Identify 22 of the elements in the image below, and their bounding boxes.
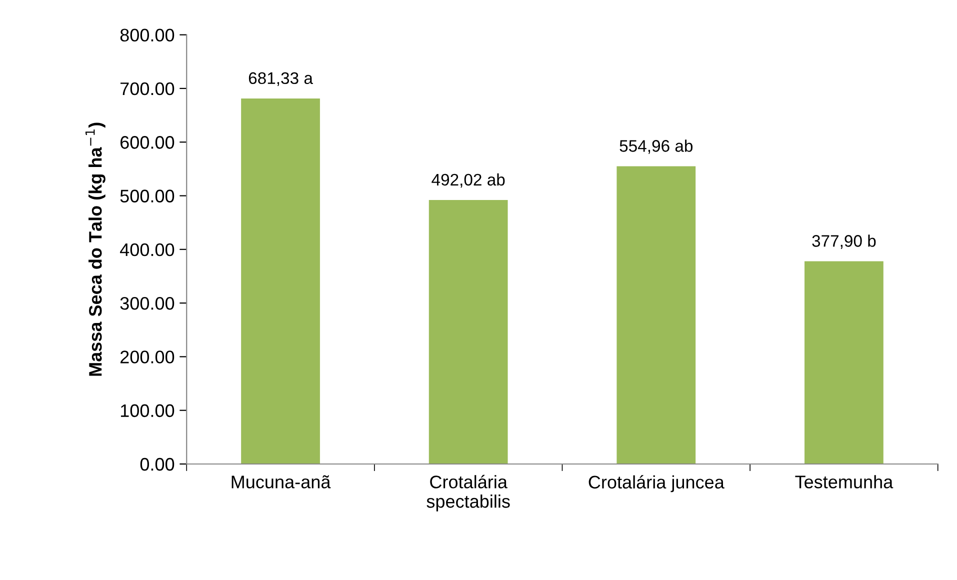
y-tick-label: 500.00 xyxy=(120,190,174,202)
y-tick-label: 600.00 xyxy=(120,136,174,149)
y-tick-label: 100.00 xyxy=(120,404,174,418)
data-label: 554,96 ab xyxy=(620,140,693,154)
bar xyxy=(428,200,508,464)
data-label: 681,33 a xyxy=(248,72,313,86)
y-tick-label: 800.00 xyxy=(120,28,174,42)
data-label: 492,02 ab xyxy=(432,173,505,188)
x-tick-label: Mucuna-anã xyxy=(232,475,331,488)
x-tick-label: Crotalária spectabilis xyxy=(426,474,510,512)
x-tick-label: Crotalária juncea xyxy=(588,475,724,492)
y-tick-label: 200.00 xyxy=(120,350,174,364)
y-tick-label: 700.00 xyxy=(120,82,174,96)
y-axis-title: Massa Seca do Talo (kg ha$^{−1}$) xyxy=(85,122,106,376)
bar xyxy=(616,166,696,464)
data-label: 377,90 b xyxy=(812,234,876,249)
y-tick-label: 300.00 xyxy=(120,296,174,310)
bar xyxy=(804,261,884,464)
y-tick-label: 400.00 xyxy=(120,243,174,256)
y-tick-label: 0.00 xyxy=(140,458,174,471)
bar xyxy=(241,98,320,464)
x-tick-label: Testemunha xyxy=(795,475,894,488)
